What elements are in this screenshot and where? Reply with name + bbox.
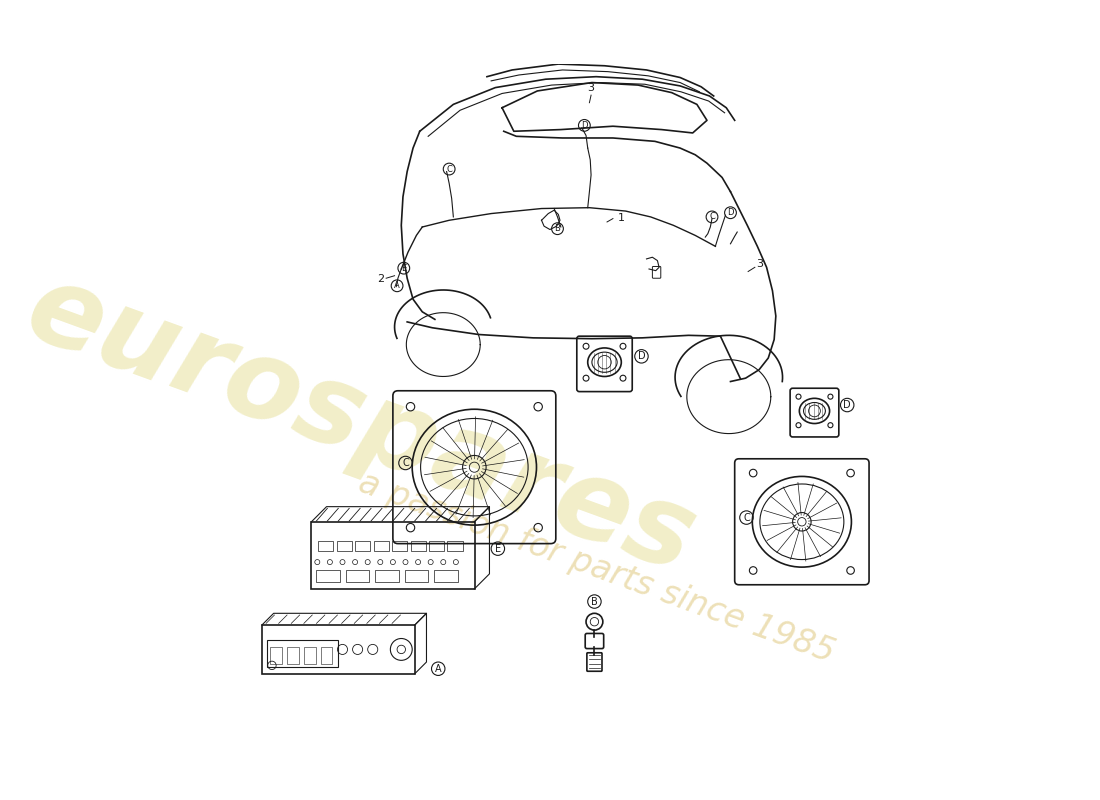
Text: C: C bbox=[710, 213, 715, 222]
Text: A: A bbox=[434, 664, 441, 674]
Text: E: E bbox=[402, 264, 406, 273]
Text: A: A bbox=[394, 282, 400, 290]
Text: 2: 2 bbox=[377, 274, 385, 284]
Text: B: B bbox=[554, 224, 560, 233]
Text: D: D bbox=[727, 208, 734, 218]
Text: a passion for parts since 1985: a passion for parts since 1985 bbox=[353, 466, 838, 670]
Text: C: C bbox=[403, 458, 409, 468]
Text: D: D bbox=[581, 121, 587, 130]
Text: C: C bbox=[744, 513, 750, 522]
Text: 3: 3 bbox=[587, 83, 595, 94]
Text: 3: 3 bbox=[757, 259, 763, 269]
Text: C: C bbox=[447, 165, 452, 174]
Text: D: D bbox=[638, 351, 646, 362]
Text: 1: 1 bbox=[618, 213, 625, 222]
Text: eurospares: eurospares bbox=[12, 254, 710, 596]
Text: E: E bbox=[495, 544, 500, 554]
Text: B: B bbox=[591, 597, 597, 606]
Text: D: D bbox=[844, 400, 851, 410]
